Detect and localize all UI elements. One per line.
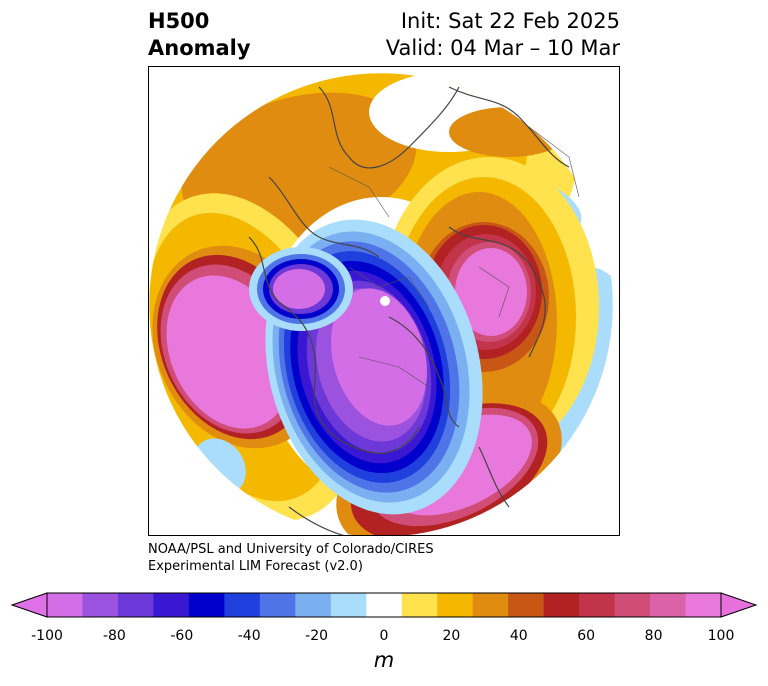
colorbar-tick-label: 60: [577, 628, 596, 644]
colorbar-tick-label: 100: [707, 628, 735, 644]
colorbar-swatch: [650, 593, 687, 617]
valid-date: Valid: 04 Mar – 10 Mar: [385, 36, 620, 60]
colorbar-extend-max: [720, 592, 758, 618]
colorbar-outline: [46, 592, 722, 618]
title-type: Anomaly: [148, 36, 251, 60]
forecast-dates: Init: Sat 22 Feb 2025 Valid: 04 Mar – 10…: [386, 8, 620, 62]
colorbar-swatch: [82, 593, 119, 617]
borders: [328, 126, 580, 388]
colorbar-tick-label: 0: [379, 628, 389, 644]
colorbar-tick-label: 20: [442, 628, 461, 644]
colorbar-swatch: [188, 593, 225, 617]
coastlines: [248, 86, 570, 535]
colorbar-swatch: [614, 593, 651, 617]
colorbar-swatch: [117, 593, 154, 617]
colorbar-tick-label: -40: [237, 628, 261, 644]
title-variable: H500: [148, 9, 210, 33]
colorbar: [10, 592, 758, 618]
colorbar-swatch: [579, 593, 616, 617]
colorbar-tick-label: 40: [509, 628, 528, 644]
anomaly-shading: [149, 73, 613, 535]
colorbar-swatch: [295, 593, 332, 617]
colorbar-tick-label: -100: [31, 628, 63, 644]
polar-stereographic-map: [148, 66, 620, 536]
colorbar-tick-label: -60: [170, 628, 194, 644]
colorbar-swatch: [259, 593, 296, 617]
credit-line-2: Experimental LIM Forecast (v2.0): [148, 559, 363, 574]
colorbar-tick-label: 80: [644, 628, 663, 644]
colorbar-swatch: [401, 593, 438, 617]
colorbar-swatch: [366, 593, 403, 617]
colorbar-extend-min: [10, 592, 48, 618]
colorbar-units-label: m: [373, 648, 395, 672]
colorbar-tick-label: -80: [102, 628, 126, 644]
colorbar-swatch: [508, 593, 545, 617]
colorbar-swatch: [685, 593, 722, 617]
colorbar-swatch: [543, 593, 580, 617]
map-title: H500 Anomaly: [148, 8, 251, 62]
colorbar-tick-label: -20: [305, 628, 329, 644]
colorbar-swatch: [47, 593, 83, 617]
credit-line-1: NOAA/PSL and University of Colorado/CIRE…: [148, 542, 434, 557]
colorbar-swatch: [437, 593, 474, 617]
colorbar-swatch: [153, 593, 190, 617]
colorbar-swatch: [330, 593, 367, 617]
credit-text: NOAA/PSL and University of Colorado/CIRE…: [148, 541, 434, 575]
init-date: Init: Sat 22 Feb 2025: [400, 9, 620, 33]
anomaly-field: [149, 72, 614, 535]
colorbar-swatch: [224, 593, 261, 617]
colorbar-swatch: [472, 593, 509, 617]
